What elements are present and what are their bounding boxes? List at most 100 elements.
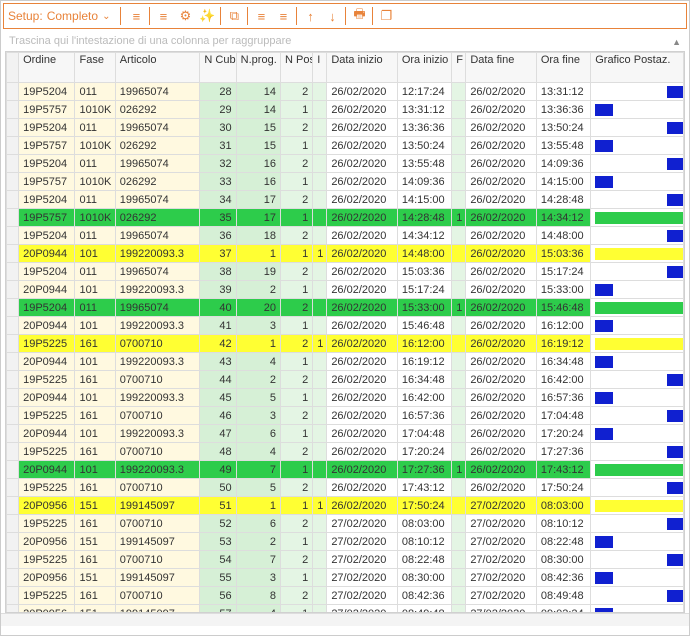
col-I[interactable]: I [313, 53, 327, 83]
cell-fase[interactable]: 151 [75, 569, 115, 587]
cell-ora-fine[interactable]: 16:19:12 [536, 335, 590, 353]
cell-F[interactable] [452, 551, 466, 569]
cell-ncubo[interactable]: 39 [200, 281, 236, 299]
cell-npost[interactable]: 1 [280, 425, 312, 443]
cell-data-fine[interactable]: 26/02/2020 [466, 119, 537, 137]
cell-data-fine[interactable]: 26/02/2020 [466, 317, 537, 335]
cell-ora-inizio[interactable]: 14:28:48 [397, 209, 451, 227]
cell-articolo[interactable]: 199220093.3 [115, 245, 200, 263]
cell-I[interactable] [313, 533, 327, 551]
cell-ora-inizio[interactable]: 17:20:24 [397, 443, 451, 461]
cell-nprog[interactable]: 19 [236, 263, 280, 281]
cell-I[interactable]: 1 [313, 497, 327, 515]
cell-articolo[interactable]: 199145097 [115, 605, 200, 614]
cell-fase[interactable]: 101 [75, 425, 115, 443]
cell-data-inizio[interactable]: 26/02/2020 [327, 497, 398, 515]
cell-ordine[interactable]: 20P0944 [19, 281, 75, 299]
cell-I[interactable] [313, 461, 327, 479]
cell-ncubo[interactable]: 47 [200, 425, 236, 443]
table-row[interactable]: 19P57571010K0262923517126/02/202014:28:4… [7, 209, 684, 227]
table-row[interactable]: 19P52251610700710547227/02/202008:22:482… [7, 551, 684, 569]
cell-nprog[interactable]: 17 [236, 191, 280, 209]
cell-I[interactable] [313, 281, 327, 299]
cell-fase[interactable]: 151 [75, 605, 115, 614]
col-ncubo[interactable]: N Cubo [200, 53, 236, 83]
cell-ordine[interactable]: 19P5225 [19, 515, 75, 533]
table-row[interactable]: 19P5204011199650743819226/02/202015:03:3… [7, 263, 684, 281]
col-ora-fine[interactable]: Ora fine [536, 53, 590, 83]
cell-articolo[interactable]: 199220093.3 [115, 317, 200, 335]
cell-articolo[interactable]: 199220093.3 [115, 425, 200, 443]
cell-ordine[interactable]: 19P5204 [19, 155, 75, 173]
cell-ora-fine[interactable]: 08:10:12 [536, 515, 590, 533]
cell-data-inizio[interactable]: 26/02/2020 [327, 245, 398, 263]
cell-nprog[interactable]: 15 [236, 119, 280, 137]
cell-ora-inizio[interactable]: 17:04:48 [397, 425, 451, 443]
cell-nprog[interactable]: 16 [236, 155, 280, 173]
cell-ora-inizio[interactable]: 17:50:24 [397, 497, 451, 515]
cell-I[interactable] [313, 443, 327, 461]
cell-articolo[interactable]: 0700710 [115, 551, 200, 569]
cell-ncubo[interactable]: 51 [200, 497, 236, 515]
cell-ordine[interactable]: 20P0944 [19, 425, 75, 443]
cell-nprog[interactable]: 5 [236, 389, 280, 407]
cell-data-fine[interactable]: 26/02/2020 [466, 371, 537, 389]
cell-nprog[interactable]: 3 [236, 317, 280, 335]
cell-npost[interactable]: 2 [280, 119, 312, 137]
cell-ordine[interactable]: 19P5225 [19, 551, 75, 569]
cell-nprog[interactable]: 14 [236, 83, 280, 101]
cell-nprog[interactable]: 4 [236, 353, 280, 371]
cell-I[interactable] [313, 101, 327, 119]
cell-data-inizio[interactable]: 26/02/2020 [327, 389, 398, 407]
table-row[interactable]: 20P0956151199145097553127/02/202008:30:0… [7, 569, 684, 587]
cell-ora-fine[interactable]: 17:27:36 [536, 443, 590, 461]
cell-data-fine[interactable]: 26/02/2020 [466, 155, 537, 173]
cell-npost[interactable]: 2 [280, 479, 312, 497]
cell-ora-fine[interactable]: 08:49:48 [536, 587, 590, 605]
cell-data-fine[interactable]: 27/02/2020 [466, 551, 537, 569]
cell-ora-inizio[interactable]: 16:19:12 [397, 353, 451, 371]
cell-ncubo[interactable]: 44 [200, 371, 236, 389]
cell-ora-fine[interactable]: 13:50:24 [536, 119, 590, 137]
cell-ordine[interactable]: 19P5204 [19, 263, 75, 281]
cell-F[interactable] [452, 587, 466, 605]
col-grafico[interactable]: Grafico Postaz. [591, 53, 684, 83]
table-row[interactable]: 20P0956151199145097574127/02/202008:49:4… [7, 605, 684, 614]
cell-articolo[interactable]: 0700710 [115, 479, 200, 497]
cell-I[interactable] [313, 299, 327, 317]
table-row[interactable]: 19P57571010K0262923316126/02/202014:09:3… [7, 173, 684, 191]
cell-I[interactable] [313, 407, 327, 425]
cell-ora-inizio[interactable]: 14:09:36 [397, 173, 451, 191]
cell-I[interactable] [313, 587, 327, 605]
cell-data-inizio[interactable]: 26/02/2020 [327, 101, 398, 119]
cell-F[interactable] [452, 569, 466, 587]
cell-ordine[interactable]: 20P0956 [19, 497, 75, 515]
cell-data-fine[interactable]: 26/02/2020 [466, 425, 537, 443]
cell-ordine[interactable]: 19P5757 [19, 209, 75, 227]
cell-fase[interactable]: 011 [75, 299, 115, 317]
cell-data-fine[interactable]: 26/02/2020 [466, 299, 537, 317]
cell-F[interactable] [452, 605, 466, 614]
toolbar-button-1[interactable]: ≡ [152, 6, 174, 26]
cell-data-inizio[interactable]: 27/02/2020 [327, 605, 398, 614]
cell-F[interactable] [452, 137, 466, 155]
cell-fase[interactable]: 1010K [75, 101, 115, 119]
cell-I[interactable] [313, 155, 327, 173]
cell-ora-inizio[interactable]: 16:57:36 [397, 407, 451, 425]
table-row[interactable]: 19P5204011199650744020226/02/202015:33:0… [7, 299, 684, 317]
cell-ordine[interactable]: 20P0944 [19, 461, 75, 479]
cell-ora-inizio[interactable]: 13:31:12 [397, 101, 451, 119]
cell-ora-fine[interactable]: 17:04:48 [536, 407, 590, 425]
cell-ora-inizio[interactable]: 16:12:00 [397, 335, 451, 353]
cell-nprog[interactable]: 17 [236, 209, 280, 227]
cell-ncubo[interactable]: 30 [200, 119, 236, 137]
cell-articolo[interactable]: 19965074 [115, 155, 200, 173]
cell-ncubo[interactable]: 42 [200, 335, 236, 353]
cell-data-fine[interactable]: 26/02/2020 [466, 461, 537, 479]
cell-ora-fine[interactable]: 16:12:00 [536, 317, 590, 335]
cell-ora-inizio[interactable]: 08:30:00 [397, 569, 451, 587]
cell-I[interactable] [313, 317, 327, 335]
toolbar-button-8[interactable]: ↓ [321, 6, 343, 26]
toolbar-button-9[interactable]: 🖶 [348, 6, 370, 26]
col-ora-inizio[interactable]: Ora inizio [397, 53, 451, 83]
